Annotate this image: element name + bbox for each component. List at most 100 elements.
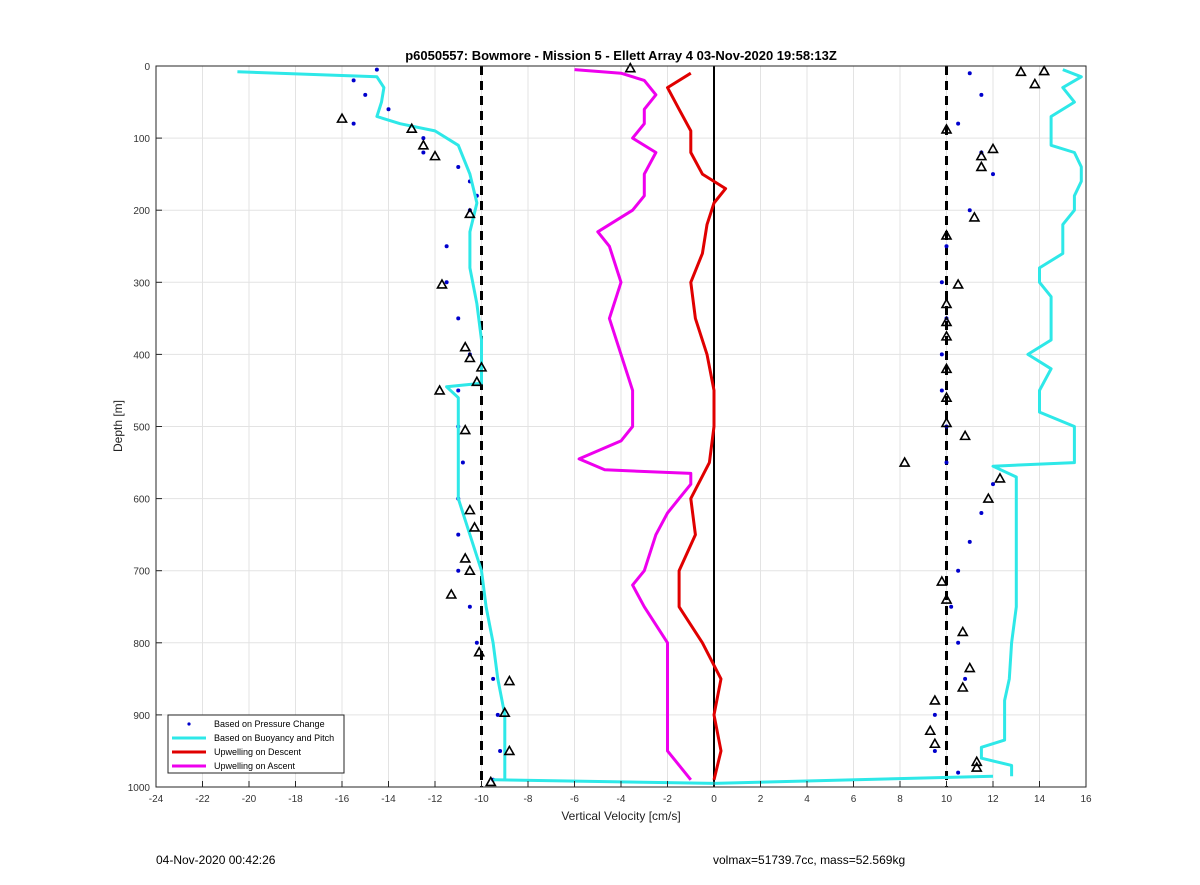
x-tick-label: -24 [149, 794, 164, 805]
triangle-marker [940, 330, 953, 341]
x-tick-label: 12 [987, 794, 999, 805]
x-tick-label: -4 [617, 794, 626, 805]
triangle-marker [924, 724, 937, 736]
footer-timestamp: 04-Nov-2020 00:42:26 [156, 853, 276, 867]
x-axis-label: Vertical Velocity [cm/s] [561, 809, 680, 823]
triangle-marker [445, 588, 458, 599]
x-tick-label: 8 [897, 794, 903, 805]
triangle-marker [336, 112, 348, 123]
x-tick-label: -2 [663, 794, 672, 805]
triangle-marker [970, 755, 983, 767]
x-tick-label: -16 [335, 794, 350, 805]
point-based-on-pressure-change [956, 770, 961, 775]
legend-swatch-pressure [187, 722, 191, 726]
y-axis-label: Depth [m] [111, 400, 125, 452]
legend-label-buoyancy: Based on Buoyancy and Pitch [214, 733, 334, 743]
triangle-marker [956, 625, 969, 637]
point-based-on-pressure-change [456, 568, 461, 573]
point-based-on-pressure-change [444, 280, 449, 285]
point-based-on-pressure-change [374, 67, 379, 72]
point-based-on-pressure-change [939, 280, 944, 285]
triangle-marker [940, 297, 953, 309]
triangle-marker [952, 278, 964, 289]
triangle-marker [940, 391, 953, 402]
point-based-on-pressure-change [456, 532, 461, 537]
footer-info: volmax=51739.7cc, mass=52.569kg [713, 853, 906, 867]
point-based-on-pressure-change [351, 78, 356, 83]
point-based-on-pressure-change [967, 539, 972, 544]
triangle-marker [975, 160, 988, 172]
point-based-on-pressure-change [351, 121, 356, 126]
x-tick-label: -18 [288, 794, 303, 805]
triangle-marker [503, 744, 516, 756]
triangle-marker [484, 775, 497, 787]
point-based-on-pressure-change [956, 640, 961, 645]
triangle-marker [1028, 77, 1041, 89]
triangle-marker [468, 521, 481, 532]
point-based-on-pressure-change [939, 388, 944, 393]
triangle-marker [968, 211, 981, 222]
triangle-marker [464, 564, 476, 576]
point-based-on-pressure-change [944, 460, 949, 465]
legend-label-descent: Upwelling on Descent [214, 747, 302, 757]
y-tick-label: 900 [133, 711, 150, 722]
triangle-marker [433, 384, 446, 395]
triangle-marker [1038, 64, 1051, 76]
triangle-marker [970, 761, 983, 772]
point-based-on-pressure-change [363, 92, 368, 97]
triangle-marker [503, 674, 516, 686]
triangle-marker [417, 139, 430, 150]
triangle-marker [464, 207, 476, 219]
triangle-marker [405, 122, 418, 134]
point-based-on-pressure-change [979, 511, 984, 516]
triangle-marker [940, 123, 953, 134]
triangle-marker [464, 351, 476, 363]
point-based-on-pressure-change [956, 121, 961, 126]
triangle-marker [982, 492, 995, 503]
point-based-on-pressure-change [932, 748, 937, 753]
triangle-marker [987, 142, 999, 154]
legend-label-pressure: Based on Pressure Change [214, 719, 325, 729]
point-based-on-pressure-change [939, 352, 944, 357]
x-tick-label: 10 [941, 794, 953, 805]
series-layer [237, 67, 1083, 785]
point-based-on-pressure-change [967, 71, 972, 76]
series-upwelling-on-ascent [574, 68, 693, 781]
triangle-marker [429, 149, 441, 161]
triangle-marker [459, 341, 472, 352]
series-upwelling-on-descent [666, 71, 728, 781]
x-tick-label: -14 [381, 794, 396, 805]
triangle-marker [940, 362, 953, 374]
series-based-on-buoyancy-and-pitch [237, 70, 507, 780]
marker-layer [336, 62, 1051, 787]
y-tick-label: 300 [133, 278, 150, 289]
x-tick-label: 14 [1034, 794, 1046, 805]
point-based-on-pressure-change [967, 208, 972, 213]
triangle-marker [464, 504, 476, 515]
y-tick-label: 700 [133, 567, 150, 578]
point-based-on-pressure-change [949, 604, 954, 609]
point-based-on-pressure-change [474, 640, 479, 645]
y-tick-label: 100 [133, 134, 150, 145]
y-tick-label: 400 [133, 350, 150, 361]
x-tick-label: -6 [570, 794, 579, 805]
point-based-on-pressure-change [456, 388, 461, 393]
triangle-marker [940, 315, 953, 327]
point-based-on-pressure-change [991, 482, 995, 487]
point-based-on-pressure-change [444, 244, 449, 249]
triangle-marker [963, 661, 976, 673]
triangle-marker [929, 737, 941, 749]
x-tick-label: 4 [804, 794, 810, 805]
point-based-on-pressure-change [386, 107, 391, 112]
triangle-marker [436, 278, 448, 289]
point-based-on-pressure-change [421, 136, 426, 141]
point-based-on-pressure-change [467, 604, 472, 609]
tick-layer: -24 -22 -20 -18 -16 -14 -12 -10 -8 -6 -4 -2 0 2 4 6 8 10 1… [128, 62, 1092, 805]
triangle-marker [459, 423, 472, 435]
x-tick-label: -10 [474, 794, 489, 805]
point-based-on-pressure-change [963, 676, 968, 681]
series-based-on-buoyancy-and-pitch [979, 68, 1083, 777]
triangle-marker [940, 229, 953, 240]
